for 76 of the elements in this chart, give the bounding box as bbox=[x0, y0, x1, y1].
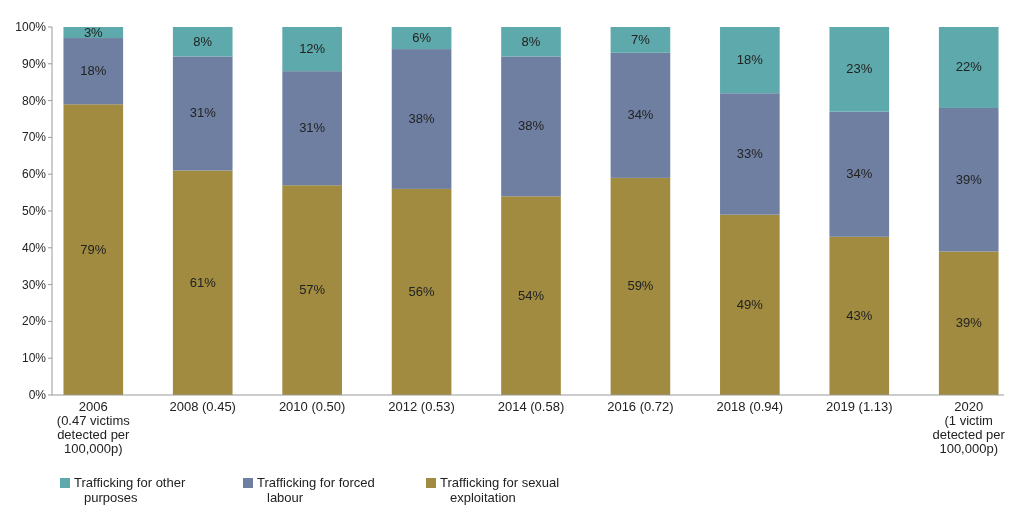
bar bbox=[172, 56, 233, 171]
x-tick-label: 2012 (0.53) bbox=[388, 399, 455, 414]
bar bbox=[63, 38, 124, 105]
data-label: 34% bbox=[627, 107, 654, 123]
bar bbox=[501, 196, 561, 395]
bar bbox=[610, 52, 671, 178]
data-label: 56% bbox=[408, 283, 436, 299]
bar bbox=[282, 27, 342, 72]
data-label: 54% bbox=[517, 287, 545, 303]
y-tick-label: 0% bbox=[28, 388, 47, 402]
data-label: 8% bbox=[193, 33, 213, 49]
data-label: 49% bbox=[736, 296, 764, 312]
data-label: 34% bbox=[846, 166, 873, 182]
data-label: 57% bbox=[299, 282, 326, 298]
legend-label: Trafficking for forced labour bbox=[257, 475, 375, 505]
y-tick-label: 80% bbox=[21, 93, 47, 108]
bar bbox=[829, 27, 890, 112]
data-label: 22% bbox=[955, 59, 983, 75]
bar bbox=[282, 71, 342, 186]
bar bbox=[501, 27, 561, 57]
bar bbox=[829, 111, 890, 237]
legend-label: Trafficking for other purposes bbox=[74, 475, 186, 505]
y-tick-label: 30% bbox=[21, 277, 47, 292]
data-label: 33% bbox=[736, 145, 764, 161]
bar bbox=[282, 185, 342, 395]
data-label: 6% bbox=[412, 30, 432, 46]
bar bbox=[610, 27, 671, 53]
data-label: 3% bbox=[83, 24, 104, 40]
bar bbox=[938, 251, 999, 395]
data-label: 18% bbox=[80, 63, 107, 79]
data-label: 61% bbox=[189, 274, 217, 290]
bar bbox=[610, 177, 671, 395]
x-tick-label: 2014 (0.58) bbox=[497, 399, 565, 414]
x-tick-label: 2006 (0.47 victims detected per 100,000p) bbox=[56, 399, 131, 456]
bar bbox=[938, 107, 999, 252]
x-tick-label: 2019 (1.13) bbox=[826, 399, 893, 414]
data-label: 8% bbox=[521, 33, 541, 49]
data-label: 12% bbox=[299, 41, 326, 57]
data-label: 39% bbox=[955, 171, 983, 187]
data-label: 31% bbox=[299, 120, 326, 136]
data-label: 31% bbox=[189, 105, 217, 121]
bar bbox=[938, 27, 999, 108]
x-tick-label: 2008 (0.45) bbox=[169, 399, 236, 414]
data-label: 59% bbox=[627, 278, 654, 294]
x-tick-label: 2010 (0.50) bbox=[278, 399, 346, 414]
data-label: 18% bbox=[736, 52, 764, 68]
data-label: 39% bbox=[955, 315, 983, 331]
data-label: 38% bbox=[408, 111, 436, 126]
bar bbox=[501, 56, 561, 197]
y-tick-label: 20% bbox=[21, 314, 47, 329]
y-tick-label: 90% bbox=[21, 56, 47, 71]
bar bbox=[172, 170, 233, 395]
bar bbox=[720, 93, 780, 215]
y-tick-label: 10% bbox=[21, 351, 47, 366]
bar bbox=[63, 104, 124, 395]
bar bbox=[391, 188, 452, 395]
bar bbox=[829, 236, 890, 395]
bar bbox=[391, 49, 452, 189]
legend-label: Trafficking for sexual exploitation bbox=[440, 475, 560, 505]
x-tick-label: 2020 (1 victim detected per 100,000p) bbox=[932, 399, 1006, 456]
y-tick-label: 50% bbox=[21, 204, 47, 218]
data-label: 7% bbox=[631, 31, 651, 47]
data-label: 23% bbox=[846, 61, 873, 77]
bar bbox=[720, 214, 780, 395]
data-label: 38% bbox=[517, 118, 545, 134]
y-tick-label: 100% bbox=[15, 20, 47, 34]
y-tick-label: 40% bbox=[21, 240, 47, 255]
y-tick-label: 70% bbox=[21, 130, 47, 145]
data-label: 79% bbox=[80, 241, 107, 257]
y-tick-label: 60% bbox=[21, 167, 47, 182]
bar bbox=[720, 27, 780, 94]
x-tick-label: 2016 (0.72) bbox=[607, 399, 674, 414]
x-tick-label: 2018 (0.94) bbox=[716, 399, 784, 414]
bar bbox=[172, 27, 233, 57]
bar bbox=[391, 27, 452, 50]
data-label: 43% bbox=[846, 307, 873, 323]
